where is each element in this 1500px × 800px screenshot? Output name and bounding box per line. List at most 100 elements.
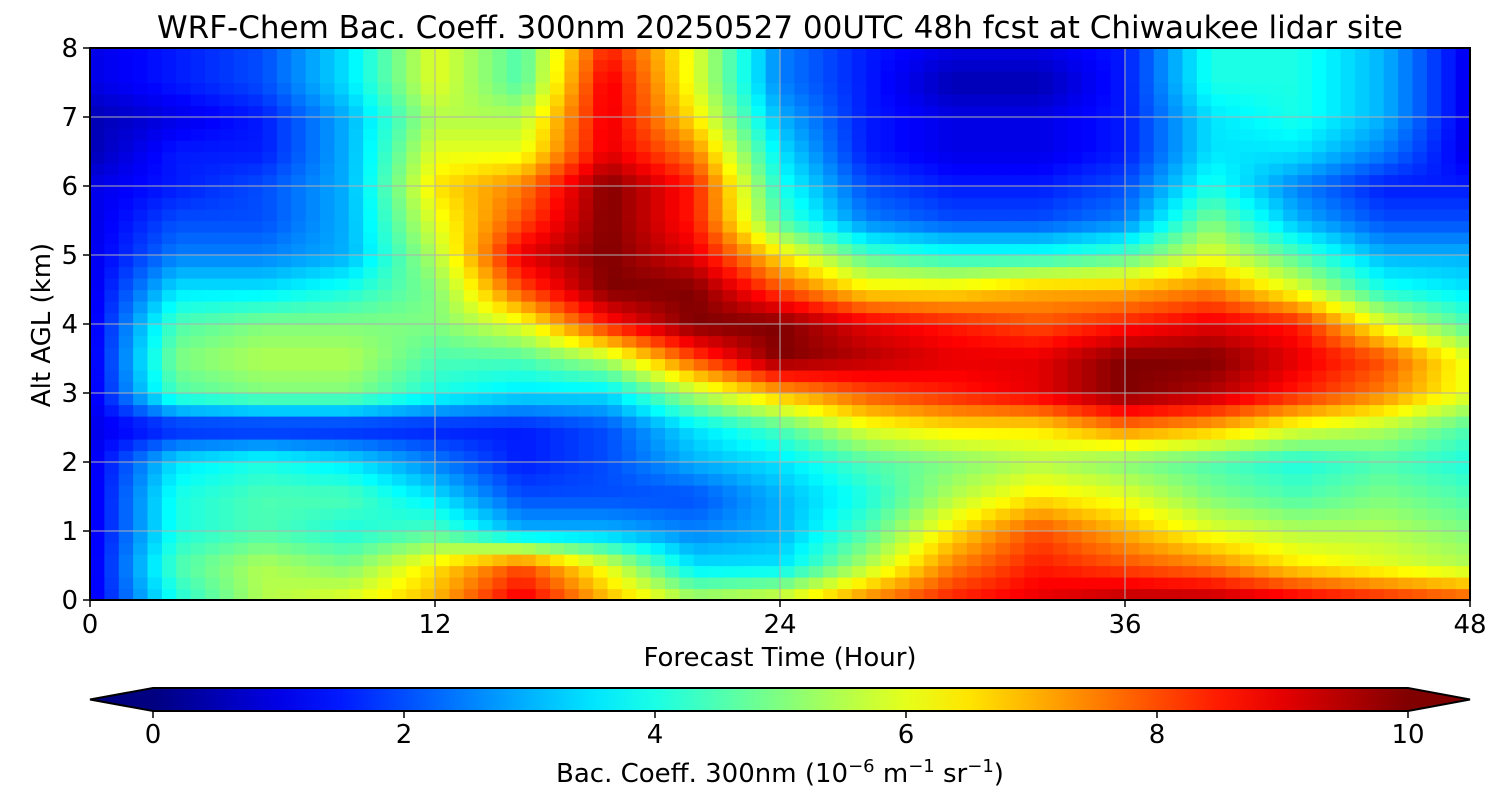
heatmap-cell [104,416,120,429]
heatmap-cell [478,416,494,429]
heatmap-cell [1412,588,1428,601]
heatmap-cell [923,128,939,141]
heatmap-cell [1326,450,1342,463]
heatmap-cell [176,450,192,463]
heatmap-cell [1369,140,1385,153]
heatmap-cell [823,519,839,532]
heatmap-cell [1182,404,1198,417]
heatmap-cell [391,289,407,302]
heatmap-cell [1340,94,1356,107]
heatmap-cell [1355,473,1370,486]
heatmap-cell [823,232,839,245]
heatmap-cell [679,531,695,544]
heatmap-cell [521,519,537,532]
heatmap-cell [449,531,465,544]
heatmap-cell [1369,404,1385,417]
heatmap-cell [780,519,795,532]
heatmap-cell [104,174,120,187]
heatmap-cell [880,232,896,245]
heatmap-cell [1383,393,1399,406]
heatmap-cell [1441,347,1457,360]
heatmap-cell [607,243,623,256]
heatmap-cell [780,48,795,61]
heatmap-cell [952,462,968,475]
heatmap-cell [1455,71,1471,84]
heatmap-cell [291,381,307,394]
heatmap-cell [104,301,120,314]
heatmap-cell [276,381,292,394]
heatmap-cell [1326,358,1342,371]
heatmap-cell [420,278,436,291]
heatmap-cell [909,577,925,590]
heatmap-cell [650,588,666,601]
heatmap-cell [751,577,767,590]
heatmap-cell [1153,577,1169,590]
heatmap-cell [1067,94,1083,107]
heatmap-cell [305,381,321,394]
heatmap-cell [435,554,450,567]
heatmap-cell [406,381,422,394]
heatmap-cell [1340,59,1356,72]
heatmap-cell [1010,462,1025,475]
heatmap-cell [176,128,192,141]
heatmap-cell [1398,48,1414,61]
heatmap-cell [291,71,307,84]
heatmap-cell [1455,243,1471,256]
heatmap-cell [435,266,450,279]
heatmap-cell [794,174,810,187]
heatmap-cell [1168,48,1184,61]
heatmap-cell [262,209,278,222]
heatmap-cell [708,128,724,141]
heatmap-cell [1240,71,1255,84]
heatmap-cell [1441,427,1457,440]
heatmap-cell [1398,71,1414,84]
heatmap-cell [1125,255,1140,268]
heatmap-cell [363,588,379,601]
heatmap-cell [1024,197,1040,210]
heatmap-cell [377,289,393,302]
heatmap-cell [1383,439,1399,452]
heatmap-cell [1053,232,1069,245]
heatmap-cell [1441,151,1457,164]
heatmap-cell [463,450,479,463]
heatmap-cell [348,335,364,348]
heatmap-cell [535,174,551,187]
heatmap-cell [1211,232,1227,245]
heatmap-cell [262,128,278,141]
heatmap-cell [1024,128,1040,141]
heatmap-cell [391,301,407,314]
heatmap-cell [866,94,882,107]
heatmap-cell [1125,59,1140,72]
heatmap-cell [1283,266,1299,279]
heatmap-cell [535,255,551,268]
heatmap-cell [219,508,235,521]
heatmap-cell [506,554,522,567]
heatmap-cell [1067,243,1083,256]
heatmap-cell [895,117,910,130]
heatmap-cell [1240,577,1255,590]
heatmap-cell [248,370,264,383]
heatmap-cell [291,232,307,245]
heatmap-cell [1153,174,1169,187]
heatmap-cell [679,140,695,153]
heatmap-cell [550,186,565,199]
heatmap-cell [492,358,508,371]
heatmap-cell [1211,312,1227,325]
heatmap-cell [981,531,997,544]
heatmap-cell [1254,450,1270,463]
heatmap-cell [1182,439,1198,452]
heatmap-cell [406,485,422,498]
heatmap-cell [320,140,335,153]
heatmap-cell [665,565,680,578]
heatmap-cell [1153,404,1169,417]
heatmap-cell [506,450,522,463]
heatmap-cell [363,174,379,187]
heatmap-cell [133,347,149,360]
heatmap-cell [133,450,149,463]
heatmap-cell [1268,163,1284,176]
heatmap-cell [895,289,910,302]
heatmap-cell [1081,289,1097,302]
heatmap-cell [593,312,609,325]
heatmap-cell [607,508,623,521]
heatmap-cell [478,48,494,61]
